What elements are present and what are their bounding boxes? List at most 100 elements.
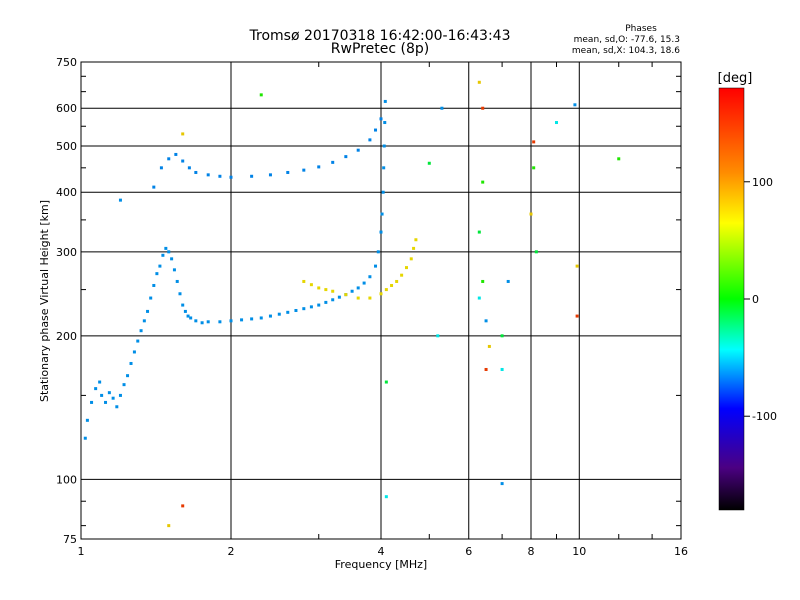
data-point: [229, 319, 233, 323]
colorbar-ticks: 100 0 -100: [744, 176, 777, 423]
data-point: [380, 212, 384, 216]
data-point: [356, 286, 360, 290]
data-point: [118, 393, 122, 397]
data-point: [356, 148, 360, 152]
data-point: [414, 238, 418, 242]
stats-x-mode: mean, sd,X: 104.3, 18.6: [572, 46, 680, 56]
data-point: [259, 316, 263, 320]
data-point: [218, 320, 222, 324]
data-point: [384, 288, 388, 292]
data-point: [436, 334, 440, 338]
data-point: [294, 308, 298, 312]
chart-title: Tromsø 20170318 16:42:00-16:43:43: [249, 28, 511, 44]
data-point: [412, 246, 416, 250]
data-point: [94, 387, 98, 391]
data-point: [206, 320, 210, 324]
data-point: [302, 279, 306, 283]
data-point: [149, 296, 153, 300]
data-point: [484, 319, 488, 323]
data-point: [379, 230, 383, 234]
data-point: [337, 295, 341, 299]
data-point: [529, 212, 533, 216]
stats-o-mode: mean, sd,O: -77.6, 15.3: [574, 35, 680, 45]
data-point: [118, 198, 122, 202]
stats-heading: Phases: [625, 24, 657, 34]
y-tick-label: 300: [56, 246, 77, 259]
y-tick-label: 100: [56, 473, 77, 486]
data-point: [189, 316, 193, 320]
data-point: [302, 168, 306, 172]
data-point: [218, 174, 222, 178]
data-point: [500, 482, 504, 486]
data-point: [383, 121, 387, 125]
data-point: [573, 103, 577, 107]
data-point: [379, 292, 383, 296]
data-point: [382, 144, 386, 148]
data-point: [368, 296, 372, 300]
data-point: [368, 138, 372, 142]
data-point: [381, 190, 385, 194]
data-point: [83, 436, 87, 440]
y-axis-label: Stationary phase Virtual Height [km]: [38, 200, 51, 402]
data-point: [344, 293, 348, 297]
x-tick-label: 1: [78, 545, 85, 558]
data-point: [181, 159, 185, 163]
data-point: [129, 361, 133, 365]
data-point: [146, 309, 150, 313]
data-point: [362, 281, 366, 285]
data-point: [200, 321, 204, 325]
data-point: [534, 250, 538, 254]
data-point: [532, 166, 536, 170]
colorbar-tick-label: 0: [752, 293, 759, 306]
data-point: [477, 296, 481, 300]
data-point: [286, 310, 290, 314]
x-tick-label: 2: [228, 545, 235, 558]
data-point: [382, 166, 386, 170]
data-point: [115, 405, 119, 409]
data-point: [575, 314, 579, 318]
data-point: [85, 418, 89, 422]
data-point: [506, 279, 510, 283]
data-point: [186, 314, 190, 318]
data-point: [376, 250, 380, 254]
data-point: [440, 106, 444, 110]
data-point: [142, 319, 146, 323]
data-point: [374, 264, 378, 268]
data-point: [374, 128, 378, 132]
data-point: [152, 283, 156, 287]
y-tick-label: 600: [56, 102, 77, 115]
data-point: [409, 257, 413, 261]
data-point: [384, 380, 388, 384]
data-point: [404, 266, 408, 270]
data-point: [277, 312, 281, 316]
data-point: [181, 303, 185, 307]
data-point: [484, 367, 488, 371]
data-point: [481, 106, 485, 110]
data-point: [174, 152, 178, 156]
plot-frame: [80, 61, 682, 540]
data-point: [206, 173, 210, 177]
data-point: [132, 350, 136, 354]
data-point: [104, 400, 108, 404]
data-point: [356, 296, 360, 300]
data-point: [324, 288, 328, 292]
data-point: [250, 174, 254, 178]
data-point: [427, 161, 431, 165]
x-tick-label: 4: [378, 545, 385, 558]
data-point: [383, 99, 387, 103]
x-tick-label: 10: [572, 545, 586, 558]
data-point: [400, 273, 404, 277]
x-tick-label: 6: [465, 545, 472, 558]
data-point: [324, 300, 328, 304]
y-tick-label: 200: [56, 330, 77, 343]
x-axis-label: Frequency [MHz]: [335, 558, 427, 571]
data-point: [331, 160, 335, 164]
colorbar-tick-label: -100: [752, 410, 777, 423]
data-point: [229, 175, 233, 179]
data-point: [331, 298, 335, 302]
y-tick-label: 500: [56, 140, 77, 153]
data-point: [487, 344, 491, 348]
data-point: [170, 257, 174, 261]
colorbar-label: [deg]: [718, 71, 753, 86]
data-point: [395, 279, 399, 283]
